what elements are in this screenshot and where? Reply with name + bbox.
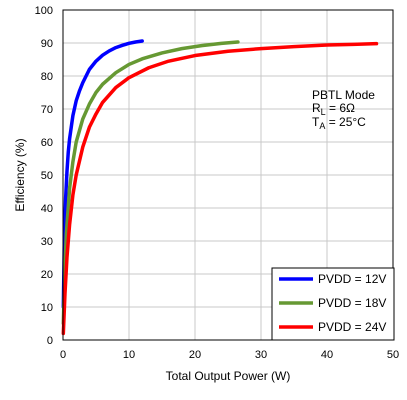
x-axis-label: Total Output Power (W) [166, 369, 291, 383]
x-tick-label: 40 [321, 349, 333, 361]
annotation-temp: TA = 25°C [312, 115, 366, 131]
x-tick-label: 30 [255, 349, 267, 361]
y-tick-label: 70 [41, 104, 53, 116]
y-axis-label: Efficiency (%) [13, 138, 27, 211]
series-line-1 [61, 39, 144, 309]
annotation-mode: PBTL Mode [312, 88, 375, 102]
plot-frame [62, 9, 394, 341]
legend-label-24v: PVDD = 24V [318, 320, 386, 334]
y-tick-label: 60 [41, 137, 53, 149]
y-tick-label: 50 [41, 170, 53, 182]
x-tick-label: 10 [123, 349, 135, 361]
x-tick-label: 50 [387, 349, 399, 361]
y-tick-label: 0 [47, 335, 53, 347]
x-axis-ticks: 0 10 20 30 40 50 [60, 349, 399, 361]
y-tick-label: 20 [41, 269, 53, 281]
y-tick-label: 100 [35, 5, 53, 17]
series-line-3 [61, 41, 379, 336]
legend-label-12v: PVDD = 12V [318, 272, 386, 286]
y-tick-label: 80 [41, 71, 53, 83]
y-tick-label: 10 [41, 302, 53, 314]
x-tick-label: 20 [189, 349, 201, 361]
y-tick-label: 40 [41, 203, 53, 215]
annotation: PBTL Mode RL = 6Ω TA = 25°C [312, 88, 375, 131]
series-lines [61, 39, 379, 336]
y-tick-label: 90 [41, 38, 53, 50]
legend-label-18v: PVDD = 18V [318, 296, 386, 310]
legend: PVDD = 12V PVDD = 18V PVDD = 24V [271, 267, 395, 341]
series-line-2 [61, 40, 240, 326]
x-tick-label: 0 [60, 349, 66, 361]
y-tick-label: 30 [41, 236, 53, 248]
annotation-load: RL = 6Ω [312, 101, 355, 117]
y-axis-ticks: 0 10 20 30 40 50 60 70 80 90 100 [35, 5, 53, 347]
